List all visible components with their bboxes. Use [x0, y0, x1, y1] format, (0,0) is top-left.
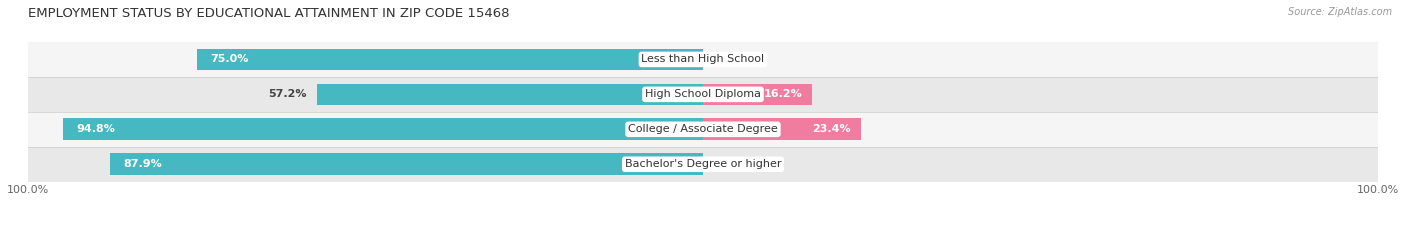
- Text: High School Diploma: High School Diploma: [645, 89, 761, 99]
- Text: 57.2%: 57.2%: [269, 89, 307, 99]
- Bar: [28, 112, 1378, 147]
- Text: 0.0%: 0.0%: [713, 159, 744, 169]
- Bar: [316, 84, 703, 105]
- Text: 0.0%: 0.0%: [713, 55, 744, 64]
- Bar: [197, 49, 703, 70]
- Bar: [28, 77, 1378, 112]
- Bar: [28, 147, 1378, 182]
- Bar: [703, 84, 813, 105]
- Text: Bachelor's Degree or higher: Bachelor's Degree or higher: [624, 159, 782, 169]
- Text: College / Associate Degree: College / Associate Degree: [628, 124, 778, 134]
- Text: 87.9%: 87.9%: [124, 159, 162, 169]
- Bar: [703, 118, 860, 140]
- Text: 75.0%: 75.0%: [211, 55, 249, 64]
- Bar: [28, 42, 1378, 77]
- Text: Less than High School: Less than High School: [641, 55, 765, 64]
- Text: 16.2%: 16.2%: [763, 89, 803, 99]
- Bar: [63, 118, 703, 140]
- Text: EMPLOYMENT STATUS BY EDUCATIONAL ATTAINMENT IN ZIP CODE 15468: EMPLOYMENT STATUS BY EDUCATIONAL ATTAINM…: [28, 7, 509, 20]
- Text: 94.8%: 94.8%: [77, 124, 115, 134]
- Text: Source: ZipAtlas.com: Source: ZipAtlas.com: [1288, 7, 1392, 17]
- Bar: [110, 154, 703, 175]
- Text: 23.4%: 23.4%: [813, 124, 851, 134]
